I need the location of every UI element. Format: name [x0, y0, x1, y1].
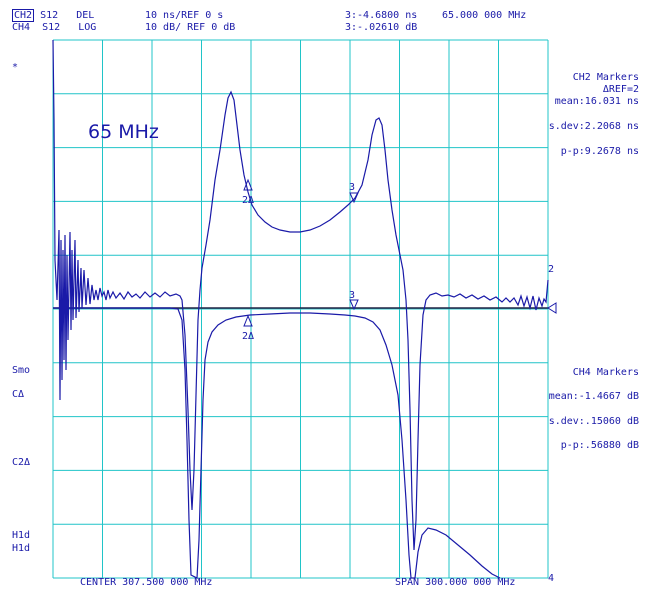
marker-2-bottom-label: 2Δ	[242, 331, 254, 342]
ch4-marker-readout: 3:-.02610 dB	[345, 22, 418, 33]
header-row-2: CH4 S12 LOG	[12, 22, 96, 34]
ch4-scale: 10 dB/ REF 0 dB	[145, 22, 236, 33]
ch2-marker-readout: 3:-4.6800 ns	[345, 10, 418, 21]
ch2-ref-position-label: 2	[548, 264, 554, 275]
marker-3-bottom	[349, 299, 359, 311]
smoothing-indicator: Smo	[12, 365, 31, 376]
marker-2-bottom	[243, 314, 253, 327]
marker-3-bottom-label: 3	[349, 290, 355, 301]
channel-4-indicator[interactable]: CH4	[12, 22, 31, 33]
channel-2-indicator[interactable]: CH2	[12, 9, 35, 22]
ch2-param: S12	[40, 10, 59, 21]
plot-frequency-label: 65 MHz	[88, 121, 159, 143]
ch2-markers-mean: mean:16.031 ns	[554, 96, 639, 107]
ch2-markers-sdev: s.dev:2.2068 ns	[548, 121, 639, 132]
ch2-markers-title: CH2 Markers	[572, 72, 639, 83]
ch4-markers-mean: mean:-1.4667 dB	[548, 391, 639, 402]
header-row-1: CH2 S12 DEL	[12, 9, 95, 22]
marker-2-top	[243, 178, 253, 191]
ch4-markers-pp: p-p:.56880 dB	[560, 440, 639, 451]
ch2-scale: 10 ns/REF 0 s	[145, 10, 224, 21]
ch2-markers-pp: p-p:9.2678 ns	[560, 146, 639, 157]
ch4-logmag-trace	[53, 307, 501, 579]
reference-arrow-right	[547, 302, 557, 314]
span-frequency: SPAN 300.000 000 MHz	[395, 577, 516, 588]
ch4-markers-title: CH4 Markers	[572, 367, 639, 378]
correction-indicator: CΔ	[12, 389, 25, 400]
marker-3-top-label: 3	[349, 182, 355, 193]
hold-indicator-2: H1d	[12, 543, 31, 554]
marker-2-top-label: 2Δ	[242, 195, 254, 206]
ch2-format: DEL	[76, 10, 95, 21]
ch4-format: LOG	[78, 22, 97, 33]
hold-indicator-1: H1d	[12, 530, 31, 541]
ch4-param: S12	[42, 22, 61, 33]
ch4-ref-position-label: 4	[548, 573, 554, 584]
ch4-markers-sdev: s.dev:.15060 dB	[548, 416, 639, 427]
graticule	[52, 39, 549, 579]
center-frequency: CENTER 307.500 000 MHz	[80, 577, 213, 588]
marker-3-top	[349, 192, 359, 204]
marker-frequency: 65.000 000 MHz	[442, 10, 527, 21]
correction-2-indicator: C2Δ	[12, 457, 31, 468]
asterisk-indicator: *	[12, 62, 19, 73]
ch2-markers-ref: ΔREF=2	[602, 84, 639, 95]
